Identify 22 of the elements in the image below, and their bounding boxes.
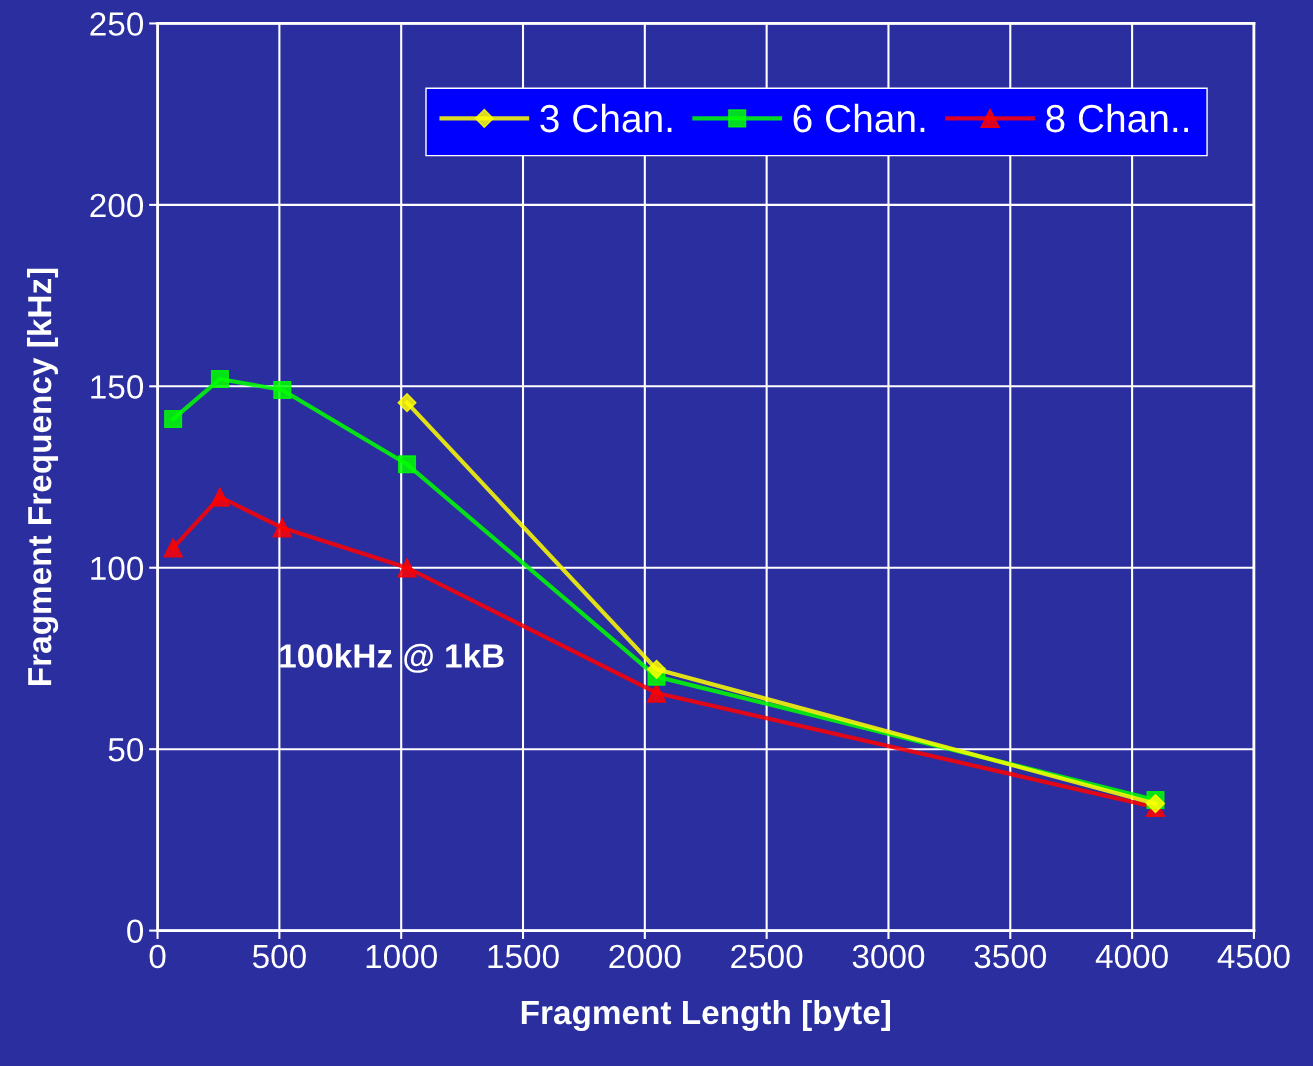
- y-axis-title: Fragment Frequency [kHz]: [26, 268, 59, 686]
- legend-label: 6 Chan.: [793, 103, 925, 133]
- legend-label: 8 Chan..: [1046, 103, 1188, 133]
- x-tick-label: 1500: [488, 944, 559, 969]
- y-tick-label: 250: [90, 12, 144, 36]
- x-tick-label: 0: [149, 944, 166, 969]
- x-tick-label: 4000: [1095, 944, 1168, 969]
- y-tick-label: 150: [91, 375, 144, 399]
- x-tick-label: 500: [252, 944, 306, 969]
- x-axis-title: Fragment Length [byte]: [521, 999, 890, 1032]
- x-tick-label: 4500: [1217, 944, 1290, 969]
- x-tick-label: 2000: [609, 944, 681, 969]
- x-tick-label: 3000: [852, 944, 925, 969]
- annotation: 100kHz @ 1kB: [280, 643, 504, 673]
- x-tick-label: 3500: [974, 944, 1047, 969]
- y-tick-label: 100: [91, 556, 144, 581]
- x-tick-label: 2500: [731, 944, 803, 969]
- x-tick-label: 1000: [366, 944, 437, 969]
- y-tick-label: 50: [108, 737, 144, 762]
- y-tick-label: 0: [127, 919, 144, 944]
- legend-label: 3 Chan.: [540, 103, 672, 133]
- y-tick-label: 200: [90, 193, 144, 218]
